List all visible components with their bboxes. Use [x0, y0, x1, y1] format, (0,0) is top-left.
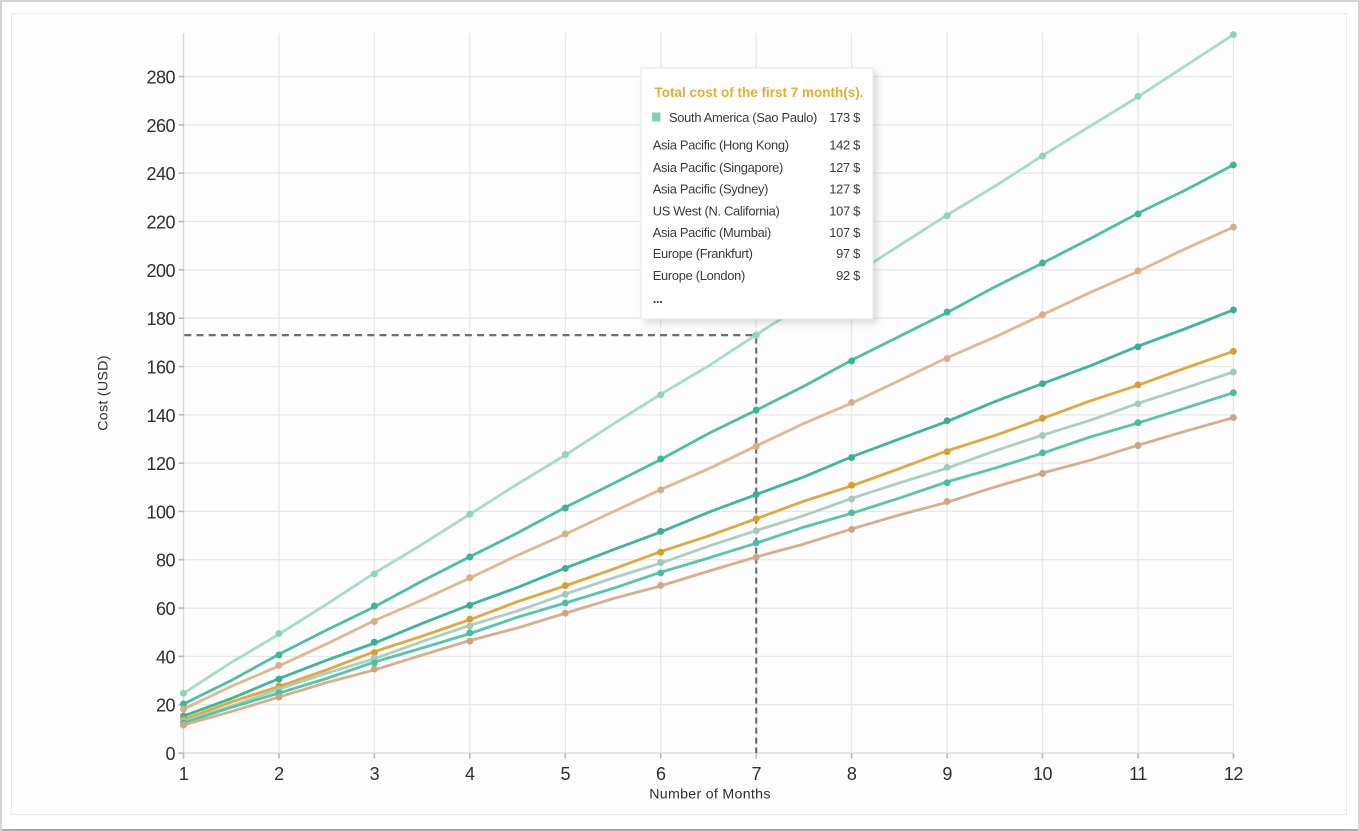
svg-text:South America (Sao Paulo): South America (Sao Paulo) [669, 110, 817, 125]
svg-text:Cost (USD): Cost (USD) [96, 355, 112, 431]
svg-text:4: 4 [465, 764, 475, 784]
svg-text:5: 5 [561, 764, 571, 784]
svg-text:200: 200 [146, 261, 175, 281]
svg-text:Asia Pacific (Mumbai): Asia Pacific (Mumbai) [653, 225, 771, 240]
svg-text:240: 240 [146, 164, 175, 184]
svg-text:Asia Pacific (Sydney): Asia Pacific (Sydney) [653, 181, 769, 196]
svg-text:60: 60 [156, 599, 176, 619]
svg-text:12: 12 [1224, 764, 1244, 784]
svg-text:3: 3 [370, 764, 380, 784]
svg-text:0: 0 [165, 744, 175, 764]
svg-text:9: 9 [942, 764, 952, 784]
svg-text:127 $: 127 $ [829, 160, 860, 175]
svg-text:260: 260 [146, 116, 175, 136]
svg-text:107 $: 107 $ [829, 225, 860, 240]
svg-text:Number of Months: Number of Months [649, 787, 771, 803]
svg-text:180: 180 [146, 309, 175, 329]
svg-text:97 $: 97 $ [836, 246, 860, 261]
svg-text:280: 280 [146, 68, 175, 88]
svg-text:Asia Pacific (Hong Kong): Asia Pacific (Hong Kong) [653, 138, 789, 153]
svg-text:8: 8 [847, 764, 857, 784]
svg-text:1: 1 [179, 764, 189, 784]
svg-text:140: 140 [146, 406, 175, 426]
svg-text:Europe (London): Europe (London) [653, 268, 745, 283]
svg-text:6: 6 [656, 764, 666, 784]
svg-text:80: 80 [156, 551, 176, 571]
svg-text:40: 40 [156, 647, 176, 667]
svg-text:Asia Pacific (Singapore): Asia Pacific (Singapore) [653, 160, 783, 175]
svg-text:100: 100 [146, 502, 175, 522]
svg-text:11: 11 [1129, 764, 1147, 784]
svg-text:127 $: 127 $ [829, 181, 860, 196]
svg-text:7: 7 [751, 764, 761, 784]
svg-text:173 $: 173 $ [829, 110, 860, 125]
svg-text:Europe (Frankfurt): Europe (Frankfurt) [653, 246, 753, 261]
svg-text:142 $: 142 $ [829, 138, 860, 153]
svg-text:220: 220 [146, 213, 175, 233]
svg-text:10: 10 [1033, 764, 1053, 784]
svg-text:Total cost of the first 7 mont: Total cost of the first 7 month(s). [655, 85, 864, 100]
svg-text:92 $: 92 $ [836, 268, 860, 283]
svg-text:107 $: 107 $ [829, 204, 860, 219]
svg-text:20: 20 [156, 696, 176, 716]
svg-text:US West (N. California): US West (N. California) [653, 204, 780, 219]
svg-text:2: 2 [274, 764, 284, 784]
svg-text:120: 120 [146, 454, 175, 474]
svg-text:...: ... [653, 291, 663, 306]
svg-text:160: 160 [146, 358, 175, 378]
